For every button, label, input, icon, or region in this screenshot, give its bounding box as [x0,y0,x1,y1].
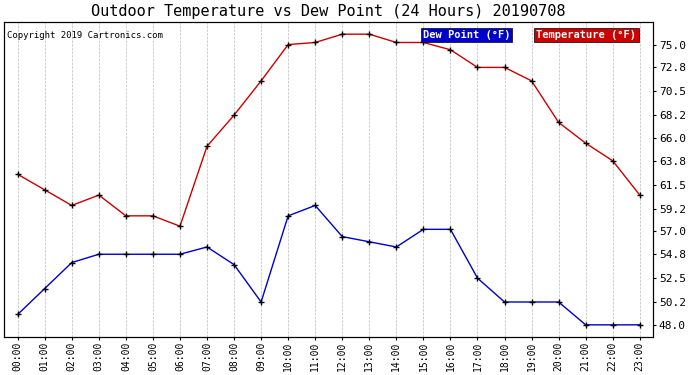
Text: Copyright 2019 Cartronics.com: Copyright 2019 Cartronics.com [8,31,164,40]
Title: Outdoor Temperature vs Dew Point (24 Hours) 20190708: Outdoor Temperature vs Dew Point (24 Hou… [92,4,566,19]
Text: Dew Point (°F): Dew Point (°F) [423,30,511,40]
Text: Temperature (°F): Temperature (°F) [536,30,636,40]
